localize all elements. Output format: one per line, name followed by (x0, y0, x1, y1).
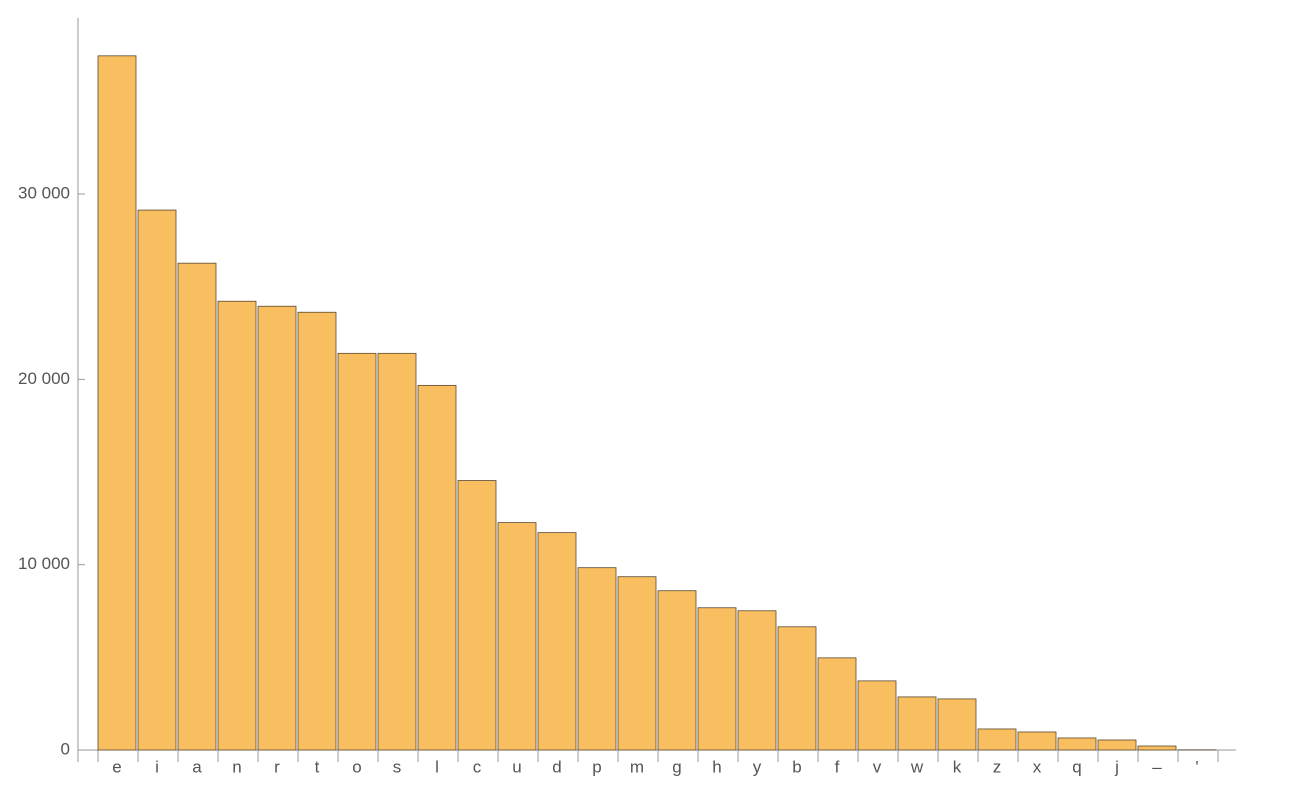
bar (1137, 745, 1177, 751)
x-tick-label: x (1033, 757, 1042, 776)
bar (337, 352, 377, 751)
bar (537, 532, 577, 751)
bar (1017, 731, 1057, 751)
x-tick-label: w (910, 757, 924, 776)
bar (217, 300, 257, 751)
bar (577, 567, 617, 751)
bar (177, 262, 217, 751)
x-tick-label: e (112, 757, 121, 776)
x-tick-label: v (873, 757, 882, 776)
bar (937, 698, 977, 751)
bar (737, 610, 777, 751)
x-tick-label: a (192, 757, 202, 776)
bar (897, 696, 937, 751)
x-tick-label: b (792, 757, 801, 776)
x-tick-label: h (712, 757, 721, 776)
x-tick-label: ' (1195, 757, 1198, 776)
x-tick-label: y (753, 757, 762, 776)
x-tick-label: l (435, 757, 439, 776)
x-tick-label: p (592, 757, 601, 776)
bar (817, 657, 857, 751)
x-tick-label: c (473, 757, 482, 776)
x-tick-label: z (993, 757, 1002, 776)
bar (137, 209, 177, 751)
x-tick-label: m (630, 757, 644, 776)
bar (657, 590, 697, 751)
x-tick-label: j (1114, 757, 1119, 776)
x-tick-label: g (672, 757, 681, 776)
y-tick-label: 30 000 (18, 184, 70, 203)
x-tick-label: n (232, 757, 241, 776)
x-tick-label: r (274, 757, 280, 776)
bar (297, 311, 337, 751)
bar (977, 728, 1017, 751)
x-tick-label: d (552, 757, 561, 776)
bar (457, 480, 497, 751)
x-tick-label: t (315, 757, 320, 776)
x-tick-label: q (1072, 757, 1081, 776)
bar (97, 55, 137, 751)
bar (777, 626, 817, 751)
x-tick-label: s (393, 757, 402, 776)
y-tick-label: 0 (61, 739, 70, 758)
bar (617, 576, 657, 751)
bar (417, 384, 457, 751)
bar (377, 352, 417, 751)
bar (697, 607, 737, 751)
bar (497, 522, 537, 751)
bar (1097, 739, 1137, 751)
x-tick-label: f (835, 757, 840, 776)
x-tick-label: – (1152, 757, 1162, 776)
y-tick-label: 10 000 (18, 554, 70, 573)
y-tick-label: 20 000 (18, 369, 70, 388)
x-tick-label: k (953, 757, 962, 776)
x-tick-label: o (352, 757, 361, 776)
x-tick-label: u (512, 757, 521, 776)
bar (1057, 737, 1097, 751)
bar (257, 305, 297, 751)
x-tick-label: i (155, 757, 159, 776)
bar (857, 680, 897, 751)
